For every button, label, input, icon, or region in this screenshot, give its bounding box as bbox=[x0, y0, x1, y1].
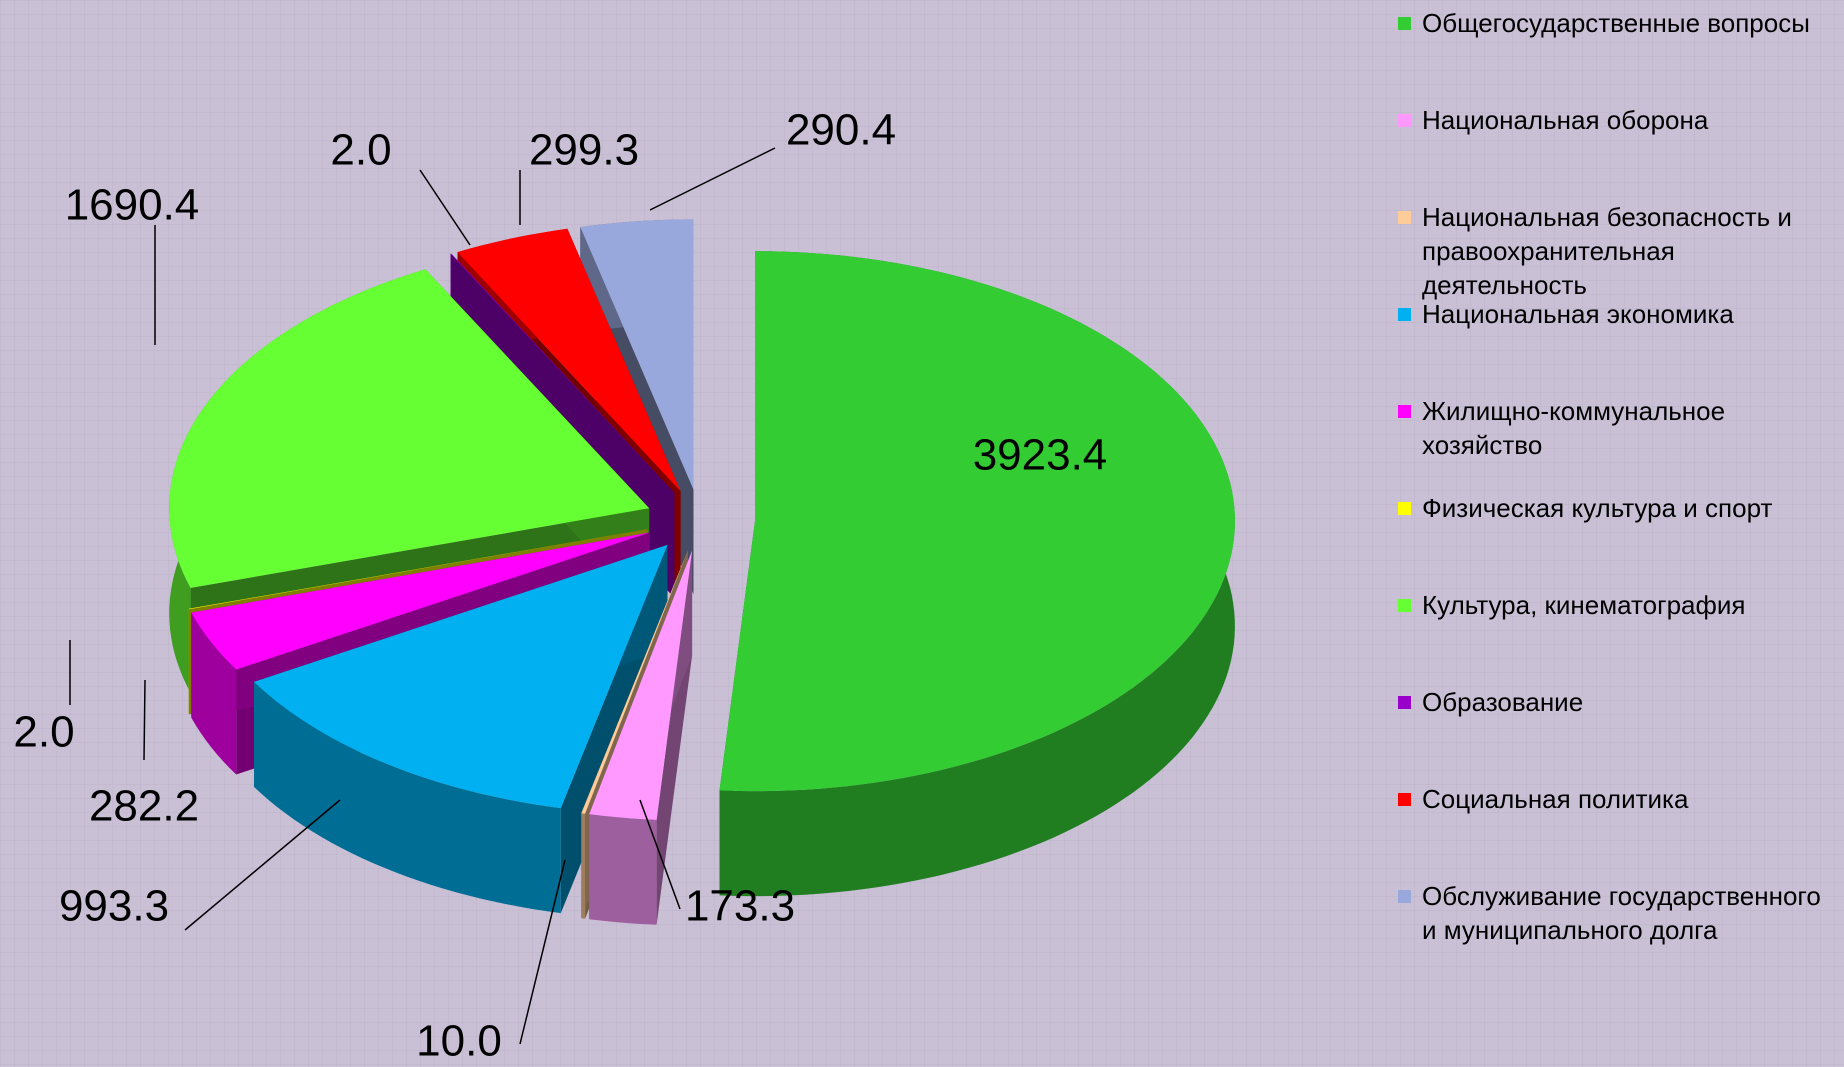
legend-item: Обслуживание государственного и муниципа… bbox=[1396, 879, 1842, 947]
leader-line bbox=[184, 799, 341, 931]
legend-swatch bbox=[1398, 599, 1411, 612]
slice bbox=[191, 532, 650, 670]
slice bbox=[169, 269, 650, 588]
slice-side bbox=[191, 612, 237, 775]
legend-swatch bbox=[1398, 502, 1411, 515]
slice bbox=[719, 251, 1235, 897]
leader-line bbox=[143, 679, 146, 761]
legend-item: Социальная политика bbox=[1396, 782, 1842, 816]
data-label: 2.0 bbox=[13, 708, 74, 757]
legend-label: Культура, кинематография bbox=[1422, 590, 1746, 620]
legend-item: Общегосударственные вопросы bbox=[1396, 6, 1842, 40]
legend-item: Образование bbox=[1396, 685, 1842, 719]
legend-swatch bbox=[1398, 114, 1411, 127]
slice bbox=[188, 529, 648, 610]
legend-label: Национальная оборона bbox=[1422, 105, 1709, 135]
data-label: 993.3 bbox=[59, 882, 169, 931]
legend-label: Национальная безопасность и правоохранит… bbox=[1422, 202, 1792, 300]
legend-swatch bbox=[1398, 793, 1411, 806]
data-label: 299.3 bbox=[529, 126, 639, 175]
slice bbox=[254, 544, 668, 809]
legend-item: Физическая культура и спорт bbox=[1396, 491, 1842, 525]
slice-side bbox=[589, 814, 657, 925]
leader-line bbox=[519, 859, 566, 1045]
legend-label: Национальная экономика bbox=[1422, 299, 1734, 329]
data-label: 173.3 bbox=[685, 882, 795, 931]
slice-side bbox=[254, 681, 561, 914]
data-label: 3923.4 bbox=[973, 431, 1108, 480]
slice bbox=[719, 251, 1235, 792]
slice bbox=[581, 550, 688, 814]
legend-label: Социальная политика bbox=[1422, 784, 1689, 814]
slice bbox=[589, 550, 693, 925]
legend-swatch bbox=[1398, 17, 1411, 30]
legend-item: Национальная экономика bbox=[1396, 297, 1842, 331]
legend-label: Образование bbox=[1422, 687, 1584, 717]
legend-swatch bbox=[1398, 308, 1411, 321]
data-label: 282.2 bbox=[89, 782, 199, 831]
legend-item: Национальная оборона bbox=[1396, 103, 1842, 137]
legend-swatch bbox=[1398, 890, 1411, 903]
slice bbox=[457, 228, 681, 492]
leader-line bbox=[649, 147, 776, 211]
slice bbox=[450, 253, 675, 493]
leader-line bbox=[639, 799, 681, 910]
legend-item: Культура, кинематография bbox=[1396, 588, 1842, 622]
legend-label: Общегосударственные вопросы bbox=[1422, 8, 1810, 38]
legend-swatch bbox=[1398, 405, 1411, 418]
legend-label: Жилищно-коммунальное хозяйство bbox=[1422, 396, 1726, 460]
legend-swatch bbox=[1398, 211, 1411, 224]
legend-label: Обслуживание государственного и муниципа… bbox=[1422, 881, 1821, 945]
slice bbox=[589, 550, 693, 820]
legend-swatch bbox=[1398, 696, 1411, 709]
data-label: 290.4 bbox=[786, 106, 896, 155]
slice-side bbox=[581, 813, 586, 919]
leader-line bbox=[419, 169, 471, 246]
legend-item: Национальная безопасность и правоохранит… bbox=[1396, 200, 1842, 302]
slice bbox=[580, 219, 694, 490]
legend-label: Физическая культура и спорт bbox=[1422, 493, 1773, 523]
legend-item: Жилищно-коммунальное хозяйство bbox=[1396, 394, 1842, 462]
data-label: 2.0 bbox=[330, 126, 391, 175]
data-label: 1690.4 bbox=[65, 181, 200, 230]
data-label: 10.0 bbox=[416, 1017, 502, 1066]
